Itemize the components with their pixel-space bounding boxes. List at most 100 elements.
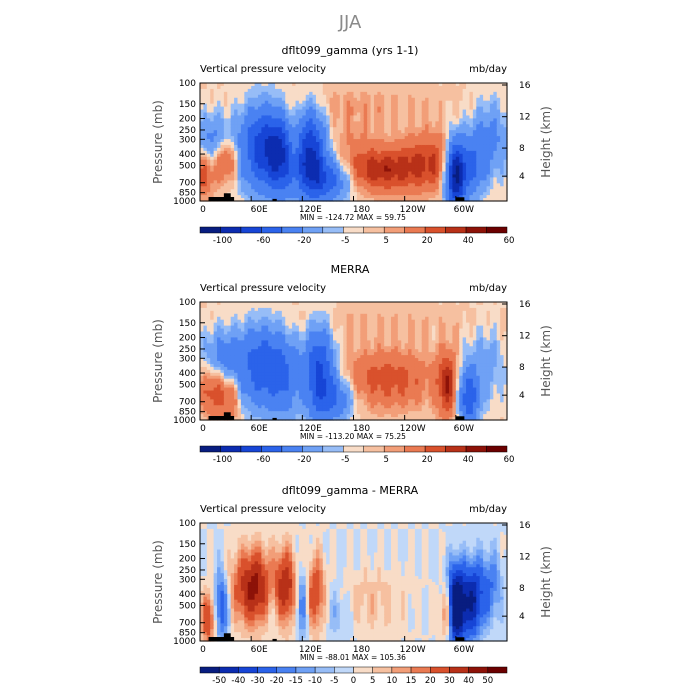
heatmap-cell (391, 85, 396, 90)
heatmap-cell (452, 180, 457, 184)
heatmap-cell (261, 414, 266, 418)
heatmap-cell (346, 91, 351, 96)
x-tick-label: 60W (454, 205, 474, 215)
heatmap-cell (237, 343, 242, 347)
heatmap-cell (489, 133, 494, 137)
heatmap-cell (240, 189, 245, 193)
heatmap-cell (230, 127, 235, 131)
heatmap-cell (425, 121, 430, 125)
heatmap-cell (206, 375, 211, 380)
heatmap-cell (462, 103, 467, 108)
heatmap-cell (414, 118, 419, 122)
heatmap-cell (257, 130, 262, 134)
heatmap-cell (356, 127, 361, 131)
heatmap-cell (408, 115, 413, 119)
heatmap-cell (275, 405, 280, 409)
heatmap-cell (268, 183, 273, 187)
heatmap-cell (298, 112, 303, 117)
heatmap-cell (346, 97, 351, 102)
heatmap-cell (339, 180, 344, 184)
heatmap-cell (206, 177, 211, 181)
heatmap-cell (268, 372, 273, 377)
heatmap-cell (493, 147, 498, 152)
heatmap-cell (312, 174, 317, 178)
heatmap-cell (285, 375, 290, 380)
heatmap-cell (476, 162, 481, 167)
heatmap-cell (431, 168, 436, 173)
heatmap-cell (472, 153, 477, 158)
heatmap-cell (275, 399, 280, 403)
heatmap-cell (397, 198, 402, 202)
heatmap-cell (472, 183, 477, 187)
heatmap-cell (230, 168, 235, 173)
heatmap-cell (336, 127, 341, 131)
heatmap-cell (281, 319, 286, 324)
heatmap-cell (295, 366, 300, 371)
heatmap-cell (275, 147, 280, 152)
heatmap-cell (210, 310, 215, 315)
heatmap-cell (298, 85, 303, 90)
heatmap-cell (455, 133, 460, 137)
heatmap-cell (346, 195, 351, 199)
heatmap-cell (285, 150, 290, 155)
heatmap-cell (298, 127, 303, 131)
heatmap-cell (373, 192, 378, 196)
heatmap-cell (438, 97, 443, 102)
heatmap-cell (240, 352, 245, 356)
heatmap-cell (217, 118, 222, 122)
heatmap-cell (240, 186, 245, 190)
heatmap-cell (295, 171, 300, 176)
heatmap-cell (469, 171, 474, 176)
heatmap-cell (264, 337, 269, 341)
heatmap-cell (442, 85, 447, 90)
heatmap-cell (442, 97, 447, 102)
heatmap-cell (200, 340, 205, 344)
heatmap-cell (220, 171, 225, 176)
heatmap-cell (326, 174, 331, 178)
heatmap-cell (452, 130, 457, 134)
heatmap-cell (288, 150, 293, 155)
heatmap-cell (466, 91, 471, 96)
heatmap-cell (500, 115, 505, 119)
heatmap-cell (278, 405, 283, 409)
heatmap-cell (319, 159, 324, 164)
heatmap-cell (223, 393, 228, 397)
heatmap-cell (213, 316, 218, 321)
heatmap-cell (500, 139, 505, 143)
heatmap-cell (220, 378, 225, 383)
heatmap-cell (435, 192, 440, 196)
heatmap-cell (397, 183, 402, 187)
heatmap-cell (264, 405, 269, 409)
heatmap-cell (234, 337, 239, 341)
heatmap-cell (217, 153, 222, 158)
heatmap-cell (391, 106, 396, 111)
heatmap-cell (336, 153, 341, 158)
heatmap-cell (298, 352, 303, 356)
heatmap-cell (449, 97, 454, 102)
heatmap-cell (244, 322, 249, 327)
heatmap-cell (397, 147, 402, 152)
heatmap-cell (333, 127, 338, 131)
heatmap-cell (247, 183, 252, 187)
heatmap-cell (240, 144, 245, 149)
heatmap-cell (302, 396, 307, 400)
heatmap-cell (411, 142, 416, 146)
heatmap-cell (230, 162, 235, 167)
heatmap-cell (275, 307, 280, 312)
heatmap-cell (292, 192, 297, 196)
heatmap-cell (343, 97, 348, 102)
heatmap-cell (230, 408, 235, 412)
heatmap-cell (213, 100, 218, 105)
heatmap-cell (380, 109, 385, 114)
heatmap-cell (503, 168, 508, 173)
heatmap-cell (264, 417, 269, 421)
heatmap-cell (350, 130, 355, 134)
heatmap-cell (203, 156, 208, 161)
heatmap-cell (261, 325, 266, 330)
heatmap-cell (203, 168, 208, 173)
heatmap-cell (275, 180, 280, 184)
heatmap-cell (452, 133, 457, 137)
heatmap-cell (213, 304, 218, 309)
heatmap-cell (220, 399, 225, 403)
